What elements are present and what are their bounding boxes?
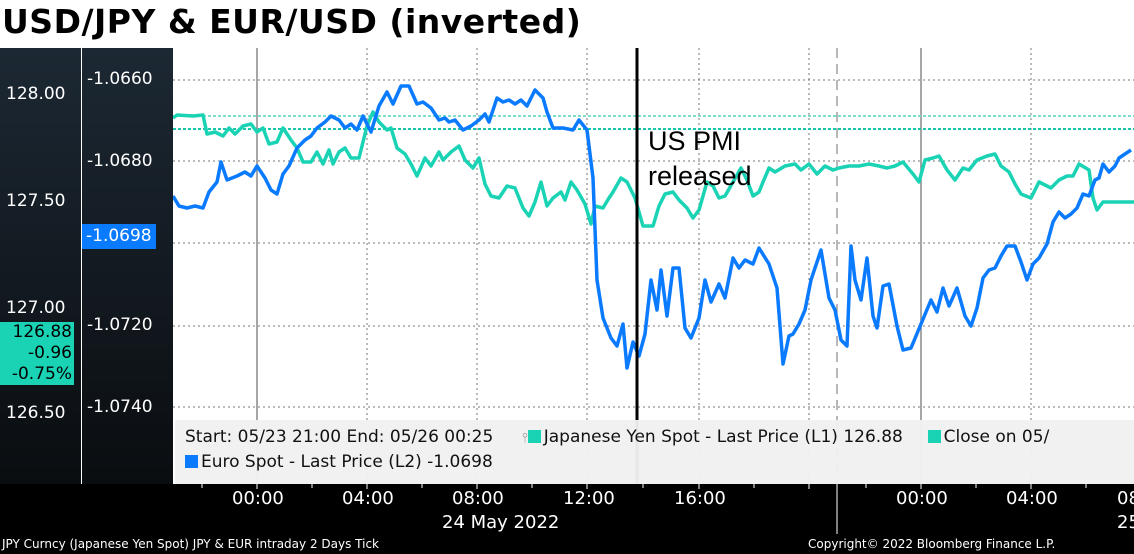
legend-close[interactable]: Close on 05/ bbox=[943, 427, 1050, 447]
left-tick: 127.00 bbox=[6, 298, 66, 318]
v-grid bbox=[366, 48, 1032, 484]
footer-copyright: Copyright© 2022 Bloomberg Finance L.P. bbox=[808, 537, 1056, 551]
right-tick: -1.0740 bbox=[87, 397, 153, 417]
left-tick: 127.50 bbox=[6, 191, 66, 211]
legend-usdjpy[interactable]: Japanese Yen Spot - Last Price (L1) 126.… bbox=[543, 427, 903, 447]
usdjpy-last-value: 126.88 bbox=[12, 322, 72, 342]
x-date-label: 24 May 2022 bbox=[442, 512, 560, 533]
left-tick: 128.00 bbox=[6, 84, 66, 104]
legend-row-2: Euro Spot - Last Price (L2) -1.0698 bbox=[185, 452, 493, 472]
right-tick: -1.0680 bbox=[87, 151, 153, 171]
close-swatch bbox=[927, 430, 941, 443]
chart-svg bbox=[173, 48, 1134, 484]
eurusd-swatch bbox=[185, 455, 198, 468]
annotation-line2: released bbox=[648, 161, 752, 191]
pin-icon[interactable]: ⫯ bbox=[522, 431, 528, 446]
usdjpy-swatch bbox=[527, 430, 541, 443]
us-pmi-annotation: US PMI released bbox=[648, 124, 752, 194]
usdjpy-line bbox=[173, 110, 1134, 228]
right-axis-eurusd: -1.0660 -1.0680 -1.0720 -1.0740 bbox=[81, 48, 174, 484]
eurusd-line bbox=[173, 84, 1132, 370]
footer-security: JPY Curncy (Japanese Yen Spot) JPY & EUR… bbox=[2, 537, 379, 551]
x-axis: 00:00 04:00 08:00 12:00 16:00 00:00 04:0… bbox=[173, 484, 1134, 534]
right-tick: -1.0660 bbox=[87, 69, 153, 89]
x-tick: 04:00 bbox=[1006, 488, 1058, 509]
legend-range: Start: 05/23 21:00 End: 05/26 00:25 bbox=[185, 427, 494, 447]
x-tick: 04:00 bbox=[342, 488, 394, 509]
title-bar: USD/JPY & EUR/USD (inverted) bbox=[0, 0, 1134, 48]
annotation-line1: US PMI bbox=[648, 126, 742, 156]
usdjpy-change-pct: -0.75% bbox=[11, 364, 72, 384]
left-axis-usdjpy: 128.00 127.50 127.00 126.50 bbox=[0, 48, 81, 484]
legend-eurusd[interactable]: Euro Spot - Last Price (L2) -1.0698 bbox=[201, 452, 493, 472]
chart-title: USD/JPY & EUR/USD (inverted) bbox=[2, 2, 582, 41]
usdjpy-change: -0.96 bbox=[28, 343, 72, 363]
x-tick: 00:00 bbox=[896, 488, 948, 509]
plot-area[interactable] bbox=[173, 48, 1134, 484]
x-tick: 00:00 bbox=[232, 488, 284, 509]
usdjpy-last-price-badge: 126.88 -0.96 -0.75% bbox=[0, 322, 74, 385]
right-tick: -1.0720 bbox=[87, 315, 153, 335]
eurusd-last-price-badge: -1.0698 bbox=[82, 224, 156, 249]
x-tick: 08:00 bbox=[452, 488, 504, 509]
x-tick: 08 bbox=[1117, 488, 1134, 509]
legend-row-1: Start: 05/23 21:00 End: 05/26 00:25 ⫯ Jap… bbox=[185, 427, 1049, 447]
left-tick: 126.50 bbox=[6, 403, 66, 423]
x-axis-ticks bbox=[201, 484, 1087, 534]
legend-box: Start: 05/23 21:00 End: 05/26 00:25 ⫯ Jap… bbox=[175, 420, 1134, 484]
x-tick: 16:00 bbox=[674, 488, 726, 509]
x-date-label: 25 bbox=[1117, 512, 1134, 533]
x-tick: 12:00 bbox=[563, 488, 615, 509]
